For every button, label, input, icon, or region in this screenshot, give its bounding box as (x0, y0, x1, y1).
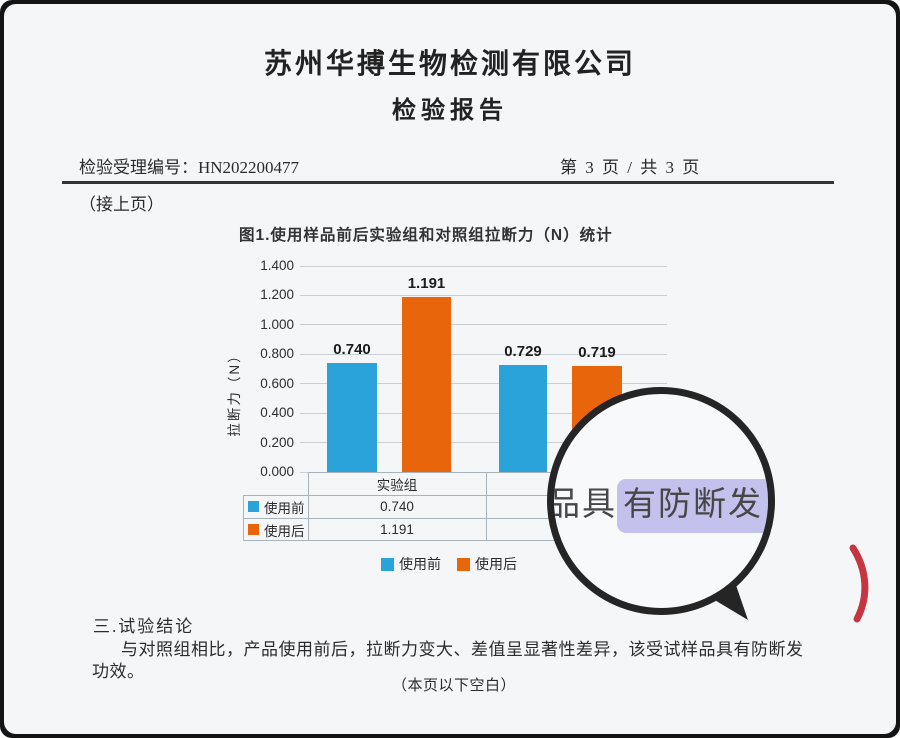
accept-number-label: 检验受理编号： (79, 158, 198, 177)
gridline (300, 412, 667, 414)
conclusion-line1: 与对照组相比，产品使用前后，拉断力变大、差值呈显著性差异，该受试样品具有防断发 (121, 640, 804, 659)
magnified-text: 品具 有防断发 (547, 477, 768, 533)
table-border (308, 472, 667, 473)
legend-swatch-orange (457, 557, 470, 571)
accept-number: 检验受理编号：HN202200477 (79, 153, 299, 178)
y-axis-tick-label: 0.200 (260, 434, 294, 450)
table-value-after: 1.191 (380, 522, 414, 537)
legend-label: 使用前 (399, 556, 441, 572)
red-stamp-arc (849, 544, 869, 623)
gridline (300, 353, 667, 355)
conclusion-line2: 功效。 (92, 662, 145, 681)
bar-使用前-group2 (499, 364, 547, 472)
table-row-label-text: 使用前 (264, 500, 305, 516)
table-row-label-before: 使用前 (248, 496, 308, 517)
company-title: 苏州华搏生物检测有限公司 (263, 48, 636, 79)
legend-item-after: 使用后 (457, 554, 517, 574)
table-value-before: 0.740 (380, 499, 414, 514)
y-axis-tick-label: 0.400 (260, 405, 294, 421)
y-axis-tick-label: 0.000 (260, 464, 294, 479)
chart-legend: 使用前 使用后 (339, 554, 559, 574)
legend-item-before: 使用前 (381, 554, 441, 574)
table-border (486, 472, 487, 540)
table-border (243, 495, 667, 496)
accept-number-value: HN202200477 (198, 158, 300, 177)
magnified-text-plain: 品具 (547, 487, 617, 523)
table-border (243, 495, 244, 540)
report-page: 苏州华搏生物检测有限公司 检验报告 检验受理编号：HN202200477 第 3… (4, 4, 896, 734)
table-row-label-after: 使用后 (248, 519, 308, 540)
table-border (308, 472, 309, 540)
legend-label: 使用后 (475, 556, 517, 572)
bar-使用前-group1 (327, 363, 377, 472)
table-border (243, 540, 667, 541)
bar-value-label: 0.719 (578, 344, 616, 362)
continued-note: （接上页） (79, 195, 164, 214)
y-axis-title: 拉断力（N） (227, 347, 242, 437)
y-axis-tick-label: 1.200 (260, 287, 294, 303)
magnified-text-highlight: 有防断发 (617, 479, 768, 533)
conclusion-heading: 三.试验结论 (93, 617, 195, 636)
gridline (300, 294, 667, 296)
y-axis-tick-label: 1.400 (260, 258, 294, 273)
bar-value-label: 0.729 (504, 342, 542, 360)
y-axis-tick-label: 1.000 (260, 316, 294, 332)
table-border (243, 518, 667, 519)
bar-value-label: 0.740 (333, 341, 371, 359)
blank-below-note: （本页以下空白） (391, 678, 516, 694)
y-axis-tick-label: 0.600 (260, 375, 294, 391)
legend-key-blue (248, 501, 259, 512)
bar-使用后-group1 (402, 296, 451, 472)
report-title: 检验报告 (392, 97, 508, 124)
gridline (300, 442, 667, 444)
magnifier-circle: 品具 有防断发 (547, 387, 775, 615)
bar-value-label: 1.191 (407, 274, 446, 292)
legend-key-orange (248, 524, 259, 535)
chart-title: 图1.使用样品前后实验组和对照组拉断力（N）统计 (239, 227, 613, 244)
gridline (300, 324, 667, 326)
header-rule (62, 181, 834, 184)
gridline (300, 265, 667, 267)
table-row-label-text: 使用后 (264, 523, 305, 539)
page-indicator: 第 3 页 / 共 3 页 (560, 158, 702, 177)
y-axis-tick-label: 0.800 (260, 346, 294, 362)
legend-swatch-blue (381, 557, 394, 571)
gridline (300, 383, 667, 385)
table-header-group1: 实验组 (376, 477, 418, 493)
